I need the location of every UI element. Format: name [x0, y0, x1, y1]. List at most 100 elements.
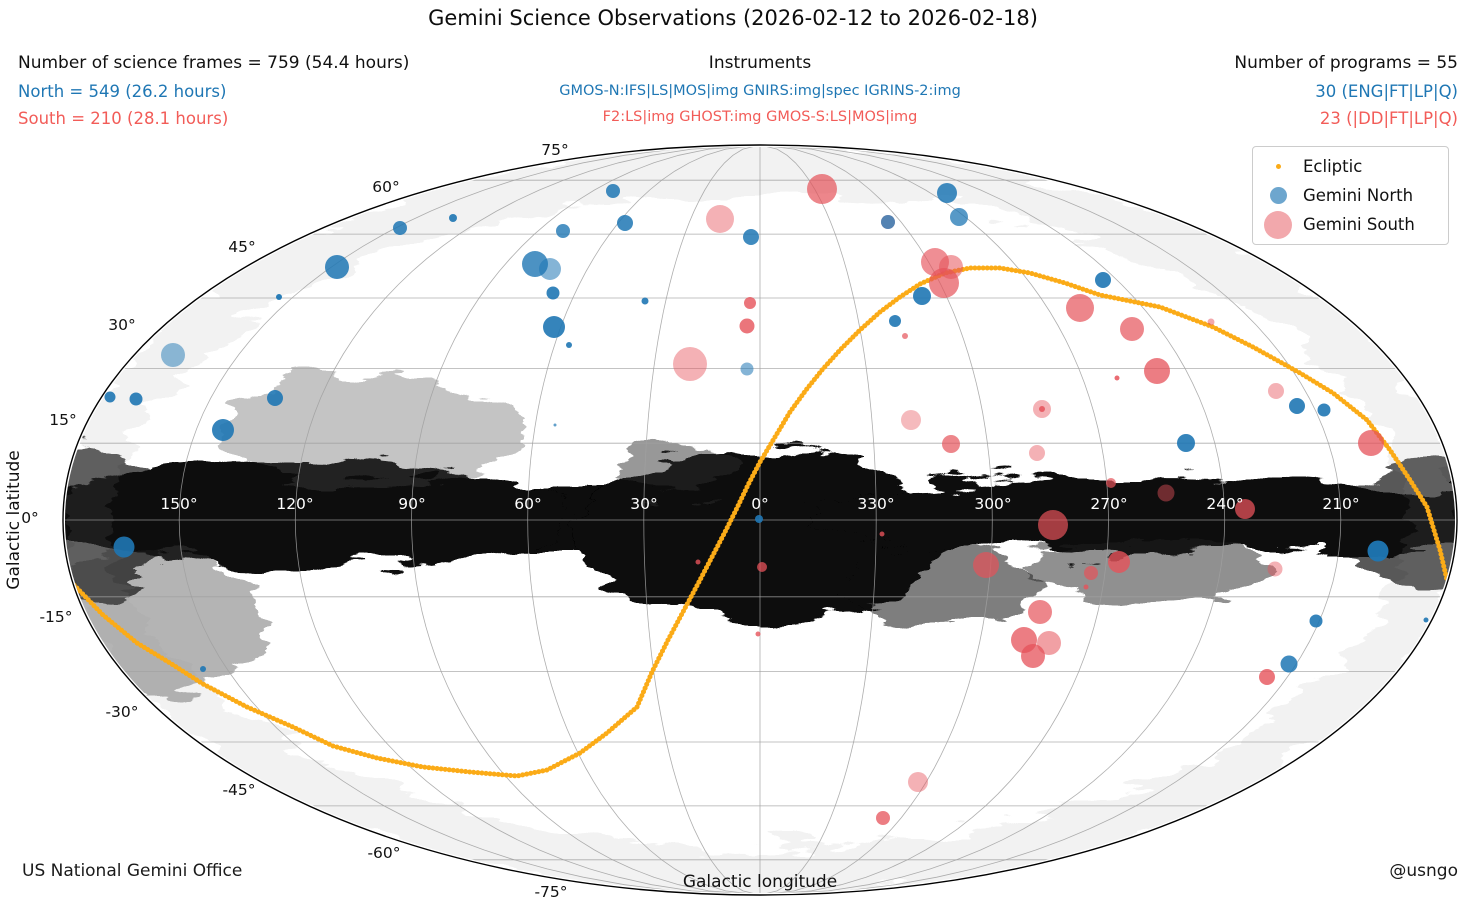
lat-tick: -60° — [367, 844, 400, 862]
ecliptic-swatch-icon — [1261, 164, 1295, 169]
north-point — [129, 392, 143, 406]
north-point — [543, 316, 565, 338]
south-point — [1108, 551, 1130, 573]
south-swatch-icon — [1261, 210, 1295, 239]
north-point — [161, 343, 185, 367]
south-point — [1358, 430, 1384, 456]
north-point — [641, 297, 649, 305]
north-point — [755, 515, 763, 523]
north-point — [276, 294, 282, 300]
north-point — [200, 666, 206, 672]
legend-item-north: Gemini North — [1261, 181, 1440, 210]
north-point — [449, 214, 457, 222]
south-point — [1021, 644, 1045, 668]
north-point — [1177, 434, 1195, 452]
south-point — [879, 531, 885, 537]
south-point — [744, 297, 756, 309]
lon-tick: 90° — [398, 495, 425, 513]
gemini-north-points — [104, 183, 1429, 673]
lon-tick: 30° — [630, 495, 657, 513]
north-point — [950, 208, 968, 226]
south-point — [807, 174, 837, 204]
north-point — [1317, 403, 1331, 417]
north-point — [1367, 540, 1389, 562]
south-point — [876, 811, 890, 825]
south-point — [1029, 445, 1045, 461]
south-point — [706, 205, 734, 233]
legend-item-ecliptic: Ecliptic — [1261, 152, 1440, 181]
north-point — [1280, 655, 1298, 673]
south-point — [1207, 318, 1215, 326]
legend: Ecliptic Gemini North Gemini South — [1252, 146, 1449, 245]
north-point — [1309, 614, 1323, 628]
south-point — [1038, 510, 1068, 540]
south-point — [1039, 406, 1045, 412]
south-point — [1084, 566, 1098, 580]
north-point — [267, 390, 283, 406]
ecliptic-line — [71, 265, 1450, 779]
north-point — [104, 391, 116, 403]
south-point — [973, 552, 999, 578]
north-point — [539, 258, 561, 280]
ecliptic — [71, 265, 1450, 779]
lat-tick: -30° — [105, 703, 138, 721]
lat-tick: -75° — [534, 883, 567, 901]
map-boundary — [62, 144, 1458, 896]
north-point — [212, 419, 234, 441]
south-point — [1106, 478, 1116, 488]
lon-tick: 300° — [974, 495, 1011, 513]
north-point — [553, 423, 557, 427]
south-point — [908, 772, 928, 792]
north-point — [743, 229, 759, 245]
south-point — [1144, 358, 1170, 384]
lat-tick: 75° — [541, 141, 568, 159]
lat-tick: 15° — [49, 411, 76, 429]
north-point — [1423, 617, 1429, 623]
north-swatch-icon — [1261, 187, 1295, 204]
north-point — [113, 536, 135, 558]
south-point — [1028, 600, 1052, 624]
lat-tick: 30° — [108, 316, 135, 334]
south-point — [739, 318, 755, 334]
lon-tick: 210° — [1322, 495, 1359, 513]
south-point — [1259, 669, 1275, 685]
south-point — [901, 410, 921, 430]
legend-label: Ecliptic — [1303, 157, 1363, 176]
north-point — [937, 183, 957, 203]
north-point — [393, 221, 407, 235]
legend-item-south: Gemini South — [1261, 210, 1440, 239]
south-point — [695, 559, 701, 565]
south-point — [1037, 631, 1061, 655]
north-point — [1095, 272, 1111, 288]
lon-tick: 120° — [276, 495, 313, 513]
lon-tick: 330° — [857, 495, 894, 513]
south-point — [1083, 584, 1089, 590]
south-point — [673, 347, 707, 381]
north-point — [617, 215, 633, 231]
south-point — [1066, 294, 1094, 322]
south-point — [1114, 375, 1120, 381]
north-point — [881, 215, 895, 229]
legend-label: Gemini South — [1303, 215, 1415, 234]
south-point — [1235, 499, 1255, 519]
tick-labels: 150° 120° 90° 60° 30° 0° 330° 300° 270° 240° 210° 7… — [21, 141, 1359, 901]
lon-tick: 0° — [751, 495, 769, 513]
south-point — [1267, 561, 1283, 577]
south-point — [929, 268, 959, 298]
south-point — [1157, 484, 1175, 502]
north-point — [740, 362, 754, 376]
south-point — [1120, 317, 1144, 341]
north-point — [556, 224, 570, 238]
lat-tick: -45° — [222, 781, 255, 799]
north-point — [913, 287, 931, 305]
lat-tick: -15° — [39, 608, 72, 626]
north-point — [889, 315, 901, 327]
south-point — [757, 562, 767, 572]
north-point — [546, 286, 560, 300]
lon-tick: 60° — [514, 495, 541, 513]
south-point — [755, 631, 761, 637]
north-point — [1289, 398, 1305, 414]
north-point — [566, 342, 572, 348]
lon-tick: 270° — [1090, 495, 1127, 513]
